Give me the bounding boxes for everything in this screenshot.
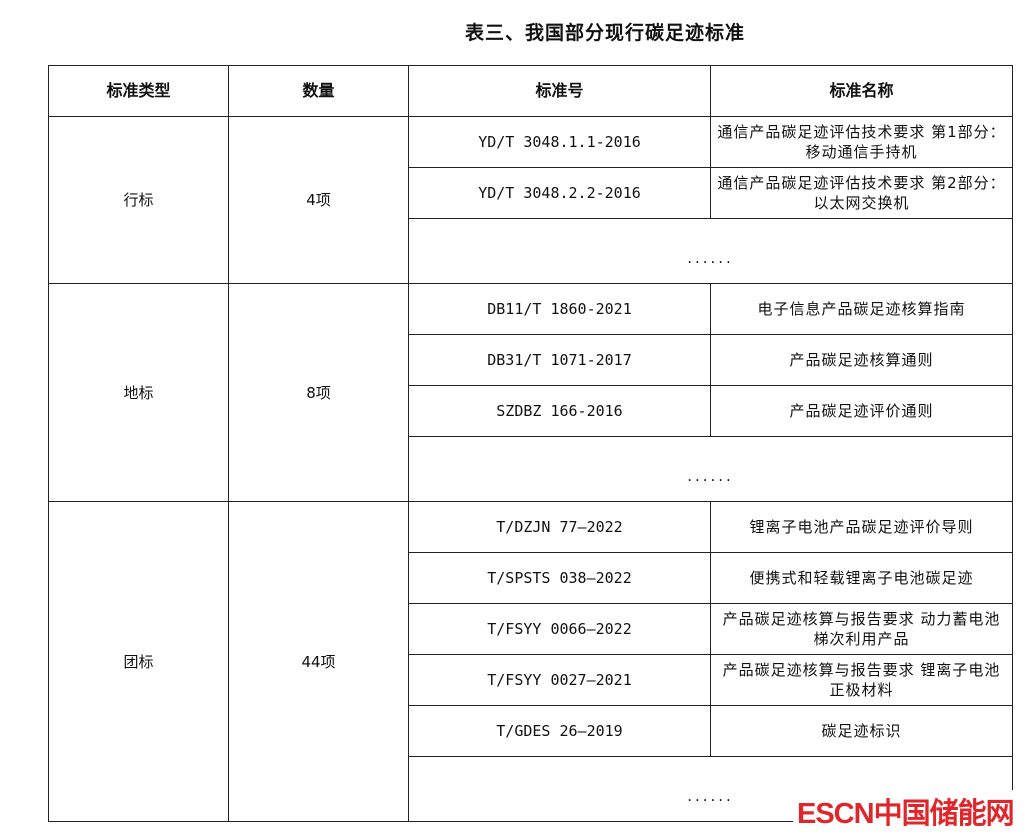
table-title: 表三、我国部分现行碳足迹标准: [464, 22, 745, 44]
table-row: SZDBZ 166-2016 产品碳足迹评价通则: [49, 385, 1013, 437]
standard-code: SZDBZ 166-2016: [408, 385, 711, 437]
standard-name: 碳足迹标识: [710, 705, 1013, 757]
table-row: DB31/T 1071-2017 产品碳足迹核算通则: [49, 334, 1013, 386]
standard-code: YD/T 3048.1.1-2016: [408, 116, 711, 168]
standard-name: 便携式和轻载锂离子电池碳足迹: [710, 552, 1013, 604]
standard-type: 行标: [48, 116, 229, 284]
standard-name: 产品碳足迹核算与报告要求 锂离子电池正极材料: [710, 654, 1013, 706]
carbon-footprint-standards-table: 标准类型 数量 标准号 标准名称 行标 4项 YD/T 3048.1.1-2016 通…: [48, 65, 1013, 822]
standard-code: T/DZJN 77—2022: [408, 501, 711, 553]
standard-code: DB31/T 1071-2017: [408, 334, 711, 386]
header-row: 标准类型 数量 标准号 标准名称: [48, 65, 1013, 117]
standard-name: 产品碳足迹评价通则: [710, 385, 1013, 437]
standard-count: 4项: [228, 116, 409, 284]
table-row: YD/T 3048.2.2-2016 通信产品碳足迹评估技术要求 第2部分：以太网…: [49, 167, 1013, 219]
standard-code: T/FSYY 0027—2021: [408, 654, 711, 706]
table-row: T/GDES 26—2019 碳足迹标识: [49, 705, 1013, 757]
standard-name: 通信产品碳足迹评估技术要求 第1部分：移动通信手持机: [710, 116, 1013, 168]
header-count: 数量: [228, 65, 409, 117]
ellipsis: ......: [408, 436, 1013, 502]
standard-name: 锂离子电池产品碳足迹评价导则: [710, 501, 1013, 553]
escn-watermark-logo: ESCN中国储能网: [793, 790, 1018, 832]
standard-code: T/SPSTS 038—2022: [408, 552, 711, 604]
header-code: 标准号: [408, 65, 711, 117]
standard-type: 地标: [48, 283, 229, 502]
more-row: ......: [49, 218, 1013, 284]
standard-type: 团标: [48, 501, 229, 822]
table-row: 团标 44项 T/DZJN 77—2022 锂离子电池产品碳足迹评价导则: [48, 501, 1013, 822]
standard-name: 产品碳足迹核算通则: [710, 334, 1013, 386]
header-type: 标准类型: [48, 65, 229, 117]
standard-name: 电子信息产品碳足迹核算指南: [710, 283, 1013, 335]
table-row: T/FSYY 0066—2022 产品碳足迹核算与报告要求 动力蓄电池梯次利用产品: [49, 603, 1013, 655]
more-row: ......: [49, 436, 1013, 502]
standard-name: 通信产品碳足迹评估技术要求 第2部分：以太网交换机: [710, 167, 1013, 219]
standard-code: T/FSYY 0066—2022: [408, 603, 711, 655]
standard-count: 44项: [228, 501, 409, 822]
standard-name: 产品碳足迹核算与报告要求 动力蓄电池梯次利用产品: [710, 603, 1013, 655]
standard-count: 8项: [228, 283, 409, 502]
table-row: T/FSYY 0027—2021 产品碳足迹核算与报告要求 锂离子电池正极材料: [49, 654, 1013, 706]
table-row: 地标 8项 DB11/T 1860-2021 电子信息产品碳足迹核算指南: [48, 283, 1013, 502]
standard-code: T/GDES 26—2019: [408, 705, 711, 757]
standard-code: DB11/T 1860-2021: [408, 283, 711, 335]
table-row: 行标 4项 YD/T 3048.1.1-2016 通信产品碳足迹评估技术要求 第1部分…: [48, 116, 1013, 284]
header-name: 标准名称: [710, 65, 1013, 117]
standard-code: YD/T 3048.2.2-2016: [408, 167, 711, 219]
ellipsis: ......: [408, 218, 1013, 284]
